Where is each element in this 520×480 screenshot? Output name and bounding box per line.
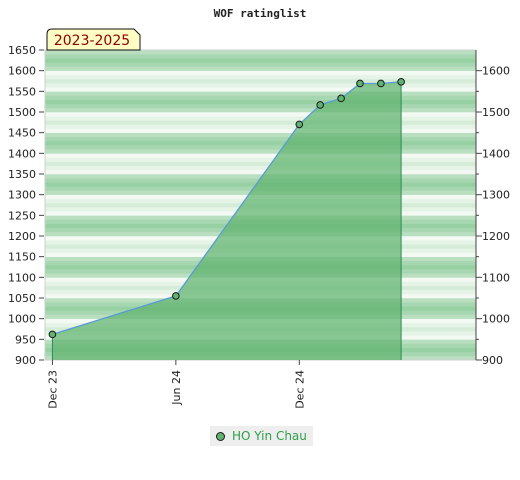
background-band: [45, 54, 476, 59]
background-band: [45, 169, 476, 175]
background-band: [45, 161, 476, 167]
data-point: [377, 79, 385, 88]
y-tick-label-left: 950: [15, 333, 36, 346]
y-tick-label-left: 1300: [8, 189, 36, 202]
background-band: [45, 112, 476, 117]
y-tick-label-left: 1150: [8, 251, 36, 264]
background-band: [45, 128, 476, 133]
series-fill: [52, 81, 402, 361]
background-band: [45, 58, 476, 63]
y-tick-label-right: 1100: [482, 271, 510, 284]
y-tick-label-right: 1500: [482, 106, 510, 119]
background-band: [45, 157, 476, 162]
y-tick-label-left: 1600: [8, 65, 36, 78]
background-band: [45, 107, 476, 113]
background-band: [45, 145, 476, 150]
legend-label: HO Yin Chau: [232, 429, 307, 443]
legend: HO Yin Chau: [210, 426, 313, 446]
data-point: [48, 330, 57, 339]
y-tick-label-left: 900: [15, 354, 36, 367]
background-band: [45, 140, 476, 146]
period-label-box: 2023-2025: [46, 28, 141, 51]
y-tick-label-left: 1100: [8, 271, 36, 284]
background-band: [45, 116, 476, 121]
background-band: [45, 70, 476, 76]
x-tick-label: Dec 23: [46, 370, 59, 409]
y-tick-label-left: 1350: [8, 168, 36, 181]
x-tick-label: Dec 24: [293, 370, 306, 409]
y-tick-label-right: 1000: [482, 313, 510, 326]
background-band: [45, 174, 476, 179]
background-band: [45, 83, 476, 88]
background-band: [45, 74, 476, 80]
background-band: [45, 103, 476, 109]
y-tick-label-left: 1200: [8, 230, 36, 243]
y-tick-label-left: 1250: [8, 209, 36, 222]
background-band: [45, 149, 476, 154]
data-point: [356, 79, 364, 88]
data-point: [337, 94, 345, 103]
y-tick-label-left: 1650: [8, 44, 36, 57]
y-tick-label-right: 1400: [482, 147, 510, 160]
data-point: [172, 292, 180, 300]
y-tick-label-left: 1050: [8, 292, 36, 305]
legend-marker: [216, 431, 225, 441]
y-tick-label-right: 1200: [482, 230, 510, 243]
data-point: [397, 78, 405, 86]
background-band: [45, 66, 476, 71]
background-band: [45, 124, 476, 129]
background-band: [45, 99, 476, 105]
y-axis-right: 900 1000 1100 1200 1300 1400 1500 1600: [475, 50, 510, 367]
y-tick-label-left: 1500: [8, 106, 36, 119]
chart-title: WOF ratinglist: [214, 7, 307, 20]
period-label: 2023-2025: [54, 33, 130, 49]
data-point: [295, 120, 304, 129]
y-tick-label-left: 1400: [8, 147, 36, 160]
y-tick-label-left: 1000: [8, 313, 36, 326]
data-points: [48, 78, 405, 339]
background-band: [45, 132, 476, 138]
y-tick-label-right: 1300: [482, 189, 510, 202]
y-tick-label-left: 1550: [8, 85, 36, 98]
y-axis-left: 900 950 1000 1050 1100 1150 1200 1250 1300 1350 14…: [8, 44, 44, 367]
background-band: [45, 91, 476, 96]
x-tick-label: Jun 24: [170, 370, 183, 406]
y-tick-label-right: 1600: [482, 65, 510, 78]
background-band: [45, 62, 476, 67]
background-band: [45, 136, 476, 142]
background-band: [45, 78, 476, 84]
y-tick-label-left: 1450: [8, 127, 36, 140]
background-band: [45, 165, 476, 171]
y-tick-label-right: 900: [482, 354, 503, 367]
background-band: [45, 87, 476, 92]
x-axis: Dec 23 Jun 24 Dec 24: [46, 360, 306, 409]
background-band: [45, 95, 476, 100]
background-band: [45, 153, 476, 158]
background-band: [45, 50, 476, 55]
data-point: [316, 101, 324, 109]
background-band: [45, 120, 476, 125]
